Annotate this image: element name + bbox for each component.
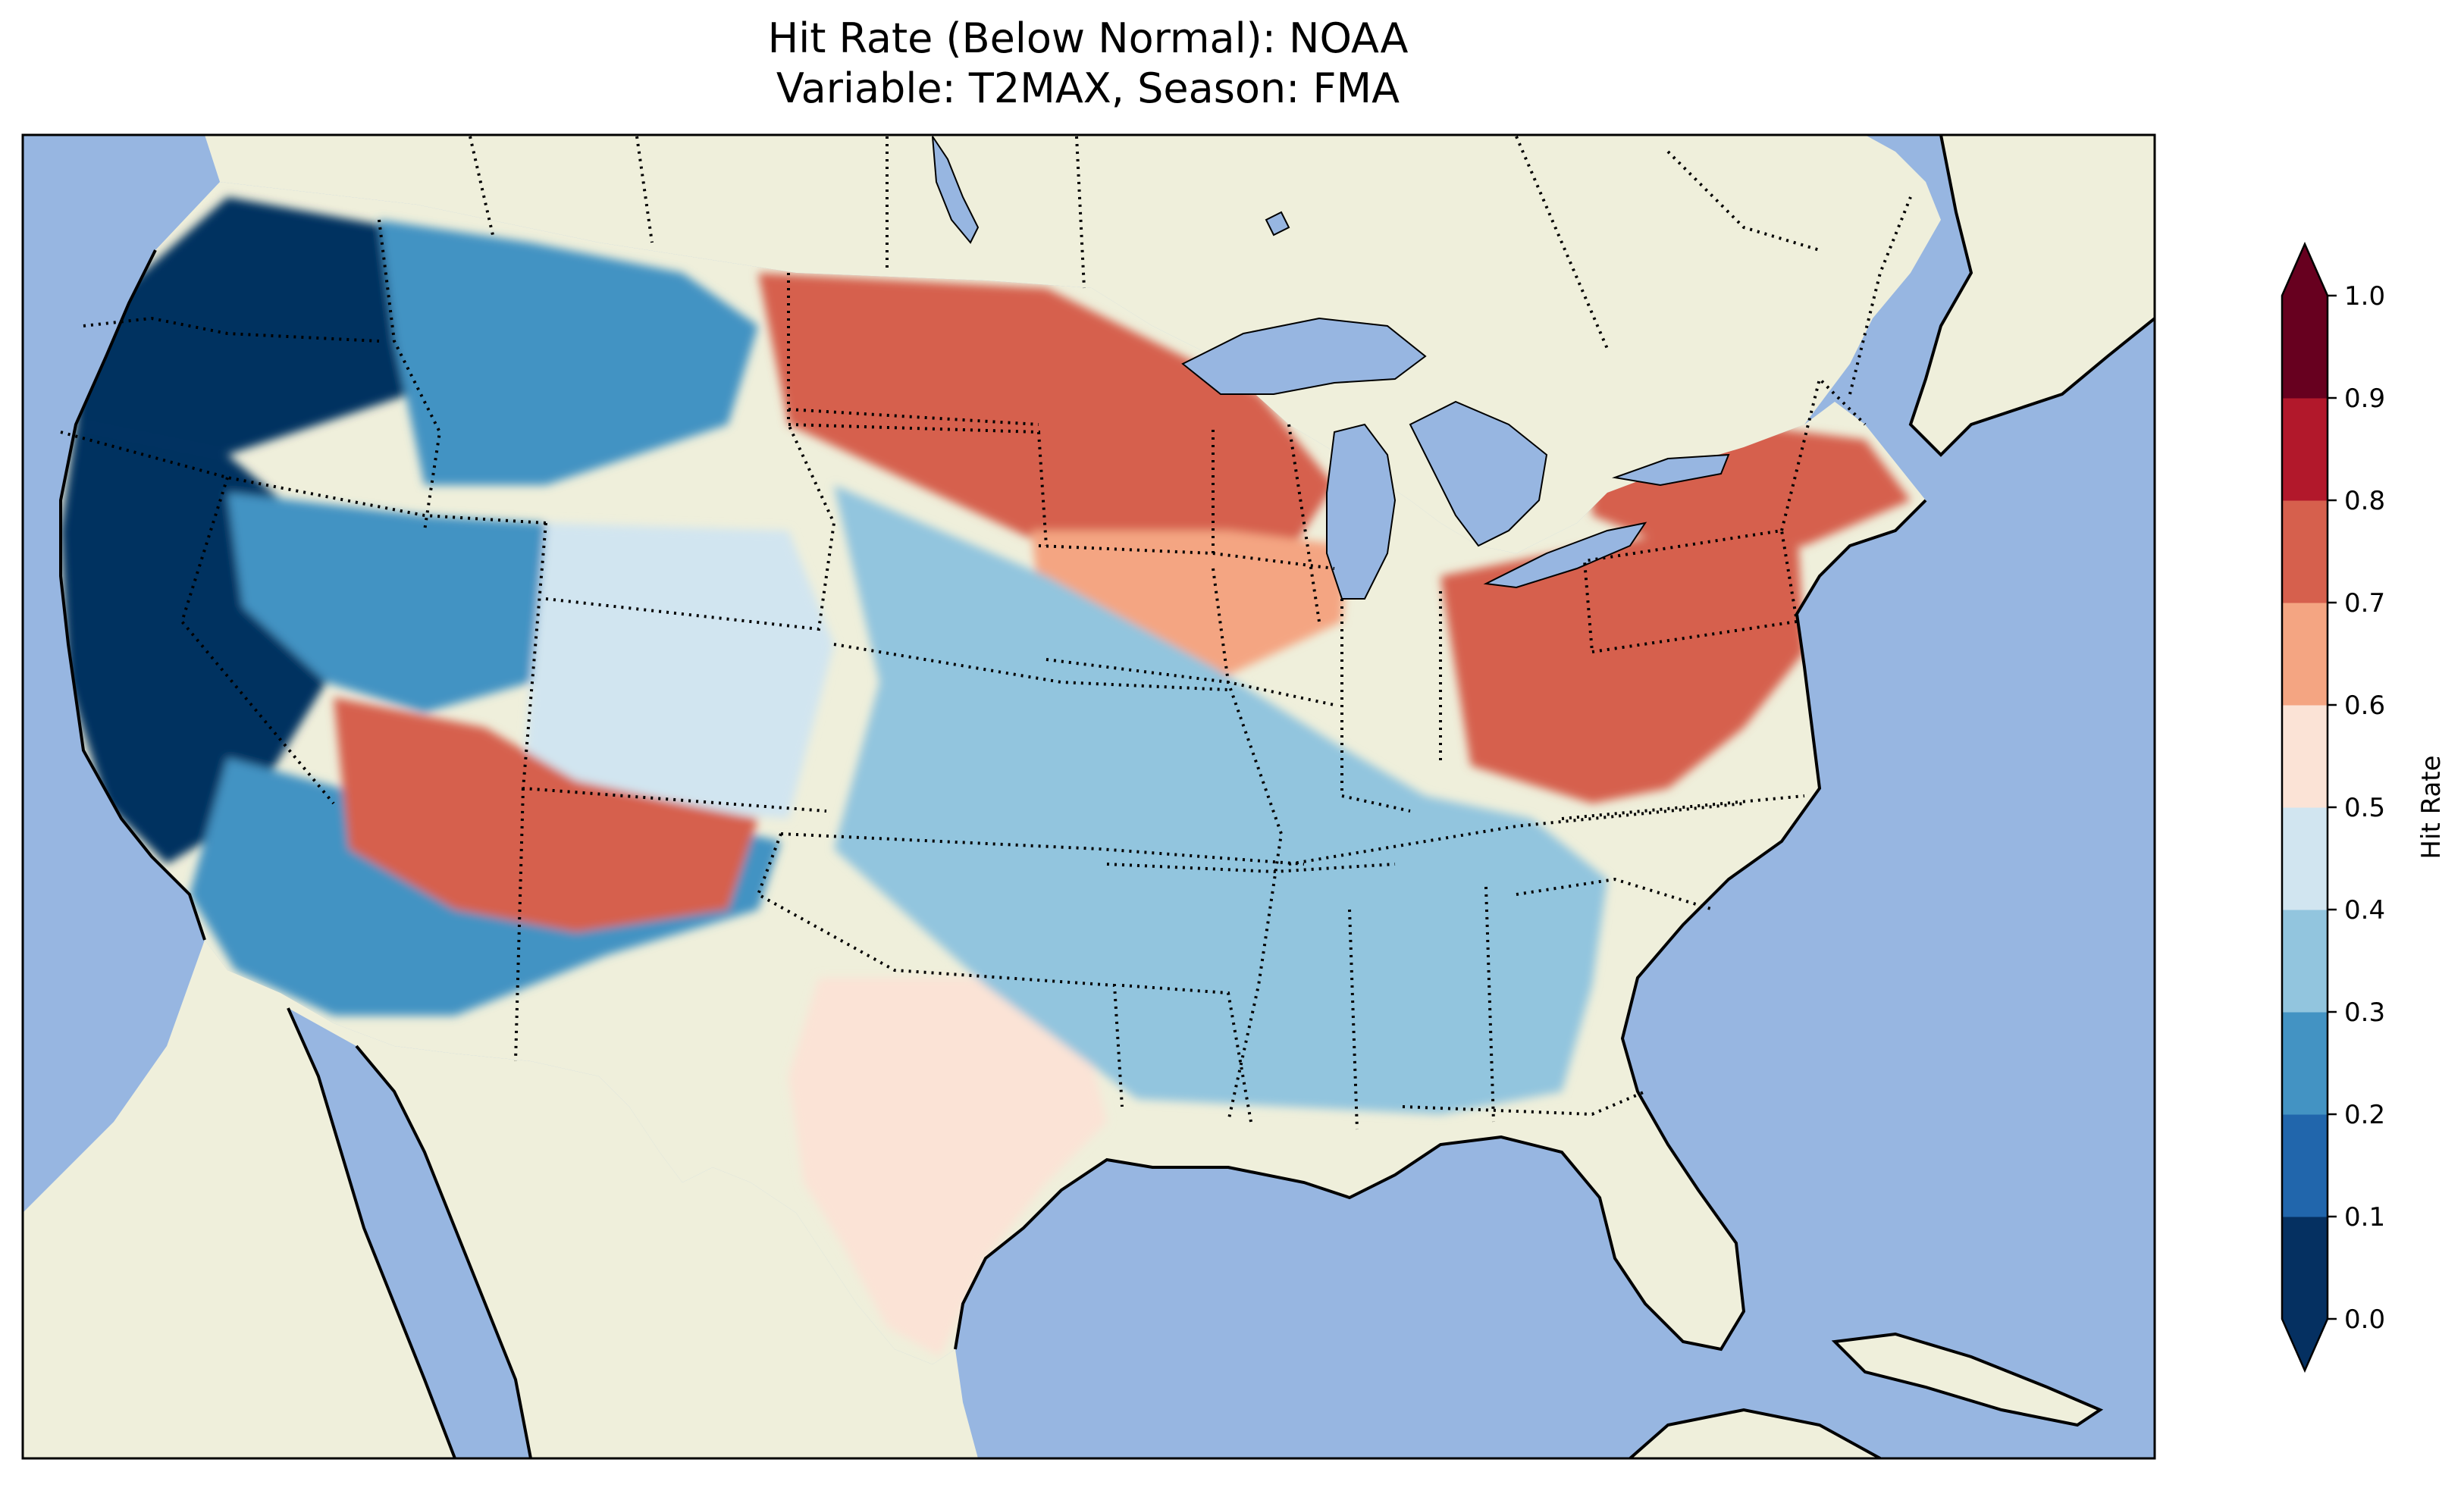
heat-region: Nevada / southern California (76, 197, 409, 455)
heat-region: Ohio / Pennsylvania / West Virginia (758, 273, 1334, 561)
colorbar: 0.0 0.1 0.2 0.3 0.4 0.5 0.6 0.7 0.8 0.9 1.0 Hit Ra… (2281, 241, 2447, 1373)
coastline-canada-east (1908, 135, 2155, 457)
hit-rate-clip: Nevada / southern CaliforniaUtah / Color… (61, 197, 1926, 1357)
mexico-land (23, 940, 978, 1458)
lake-michigan (1326, 423, 1397, 600)
lake-superior (1181, 317, 1427, 395)
state-border-ga-fl (1402, 1090, 1646, 1117)
colorbar-tick-label: 0.4 (2344, 895, 2385, 926)
lake-ontario (1612, 453, 1730, 487)
state-border-ne-ks (833, 643, 1229, 691)
colorbar-segment (2282, 398, 2328, 501)
colorbar-segment (2282, 910, 2328, 1013)
coastlines (59, 135, 2155, 1458)
colorbar-segment (2282, 500, 2328, 603)
colorbar-segments (2282, 296, 2328, 1320)
heat-region: Great Plains / Southeast (788, 978, 1107, 1357)
lake-group (932, 136, 1730, 600)
heat-region: Arizona / New Mexico (227, 493, 546, 713)
state-border-va-nc (1561, 794, 1805, 820)
lake-nipigon (1265, 211, 1290, 236)
state-border-ky-tn (1288, 802, 1745, 866)
colorbar-tick-label: 0.1 (2344, 1202, 2385, 1232)
coastline-yucatan (1629, 1408, 1881, 1458)
colorbar-over-triangle (2282, 244, 2328, 296)
heat-region: Central Texas (1440, 515, 1804, 803)
state-borders (60, 136, 1912, 1130)
state-border-dakotas (787, 273, 1048, 547)
colorbar-tick-label: 0.2 (2344, 1100, 2385, 1130)
baja-water (288, 1008, 531, 1458)
state-border-pa (1582, 528, 1799, 654)
lake-winnipeg (932, 136, 980, 244)
colorbar-segment (2282, 296, 2328, 399)
colorbar-under-triangle (2282, 1319, 2328, 1370)
map-area: Nevada / southern CaliforniaUtah / Color… (23, 135, 2155, 1458)
cuba-land (1835, 1334, 2100, 1425)
heat-region: Oklahoma (834, 485, 1607, 1114)
state-border-canada-dotted (469, 136, 1820, 349)
colorbar-label: Hit Rate (2416, 755, 2447, 859)
hit-rate-field: Nevada / southern CaliforniaUtah / Color… (61, 197, 1926, 1357)
state-border-ar-la (1121, 984, 1252, 1123)
lake-huron (1409, 400, 1548, 547)
colorbar-tick-label: 0.3 (2344, 998, 2385, 1028)
colorbar-tick-label: 0.9 (2344, 384, 2385, 414)
colorbar-tick-label: 0.0 (2344, 1305, 2385, 1335)
colorbar-segment (2282, 603, 2328, 706)
colorbar-segment (2282, 807, 2328, 910)
heat-region: Washington / Oregon (379, 220, 758, 485)
state-border-az-nm (514, 788, 525, 1062)
lake-erie (1483, 521, 1647, 589)
state-border-ms-al (1348, 886, 1495, 1130)
title-line-2: Variable: T2MAX, Season: FMA (776, 64, 1400, 112)
state-border-or-ca-nv (60, 431, 547, 525)
colorbar-segment (2282, 1012, 2328, 1115)
state-border-ok-tx (756, 833, 1124, 1107)
colorbar-tick-label: 0.8 (2344, 486, 2385, 516)
state-border-ks-ok (780, 832, 1305, 866)
state-border-il-in (1340, 599, 1411, 813)
state-border-wy (545, 424, 836, 631)
state-border-mo-ar (1106, 863, 1396, 874)
coastline-us (59, 249, 1927, 1351)
colorbar-segment (2282, 705, 2328, 808)
yucatan-land (1630, 1410, 1880, 1458)
colorbar-segment (2282, 1114, 2328, 1217)
coastline-baja (287, 1007, 532, 1458)
title-block: Hit Rate (Below Normal): NOAA Variable: … (23, 14, 2153, 114)
state-border-nc-sc (1516, 877, 1714, 911)
colorbar-tick-label: 0.5 (2344, 793, 2385, 823)
colorbar-tick-label: 0.7 (2344, 588, 2385, 619)
heat-region: North & South Dakota / Minnesota (334, 697, 758, 932)
state-border-wi-mi (1212, 424, 1321, 622)
canada-east-land (1911, 135, 2155, 455)
colorbar-ticks: 0.0 0.1 0.2 0.3 0.4 0.5 0.6 0.7 0.8 0.9 1.0 (2328, 281, 2385, 1335)
heat-region: Idaho / Western Montana (523, 523, 834, 819)
map-frame (21, 133, 2156, 1460)
state-border-mississippi (1212, 568, 1284, 1123)
colorbar-tick-label: 0.6 (2344, 691, 2385, 721)
colorbar-segment (2282, 1217, 2328, 1320)
coastline-cuba (1831, 1332, 2104, 1427)
title-line-1: Hit Rate (Below Normal): NOAA (767, 14, 1409, 62)
state-border-id-mt (378, 219, 442, 531)
state-border-wa-or (83, 316, 380, 343)
state-border-ny (1780, 376, 1867, 531)
colorbar-tick-label: 1.0 (2344, 281, 2385, 312)
